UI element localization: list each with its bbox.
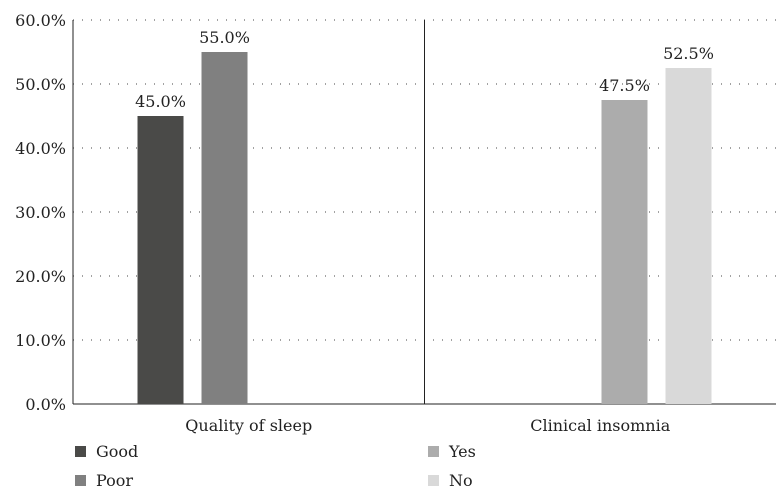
bar-good (137, 116, 184, 404)
legend: Good Poor Yes No (75, 442, 476, 490)
y-tick-label: 0.0% (25, 395, 66, 414)
y-tick-label: 40.0% (15, 139, 66, 158)
legend-swatch (75, 475, 86, 486)
data-label: 55.0% (199, 28, 250, 47)
bars: 45.0% 55.0% 47.5% 52.5% (135, 28, 714, 404)
data-label: 45.0% (135, 92, 186, 111)
y-tick-label: 50.0% (15, 75, 66, 94)
legend-swatch (428, 446, 439, 457)
bar-poor (201, 52, 248, 404)
legend-swatch (75, 446, 86, 457)
y-tick-label: 20.0% (15, 267, 66, 286)
category-label: Clinical insomnia (530, 416, 670, 435)
axes (72, 20, 776, 405)
data-label: 47.5% (599, 76, 650, 95)
legend-label: Yes (448, 442, 476, 461)
y-tick-label: 30.0% (15, 203, 66, 222)
legend-label: Good (96, 442, 138, 461)
legend-swatch (428, 475, 439, 486)
bar-no (665, 68, 712, 404)
y-axis-ticks: 0.0% 10.0% 20.0% 30.0% 40.0% 50.0% 60.0% (15, 11, 66, 414)
category-labels: Quality of sleep Clinical insomnia (185, 416, 670, 435)
category-label: Quality of sleep (185, 416, 312, 435)
legend-label: No (449, 471, 473, 490)
y-tick-label: 60.0% (15, 11, 66, 30)
data-label: 52.5% (663, 44, 714, 63)
bar-yes (601, 100, 648, 404)
y-tick-label: 10.0% (15, 331, 66, 350)
legend-label: Poor (96, 471, 133, 490)
